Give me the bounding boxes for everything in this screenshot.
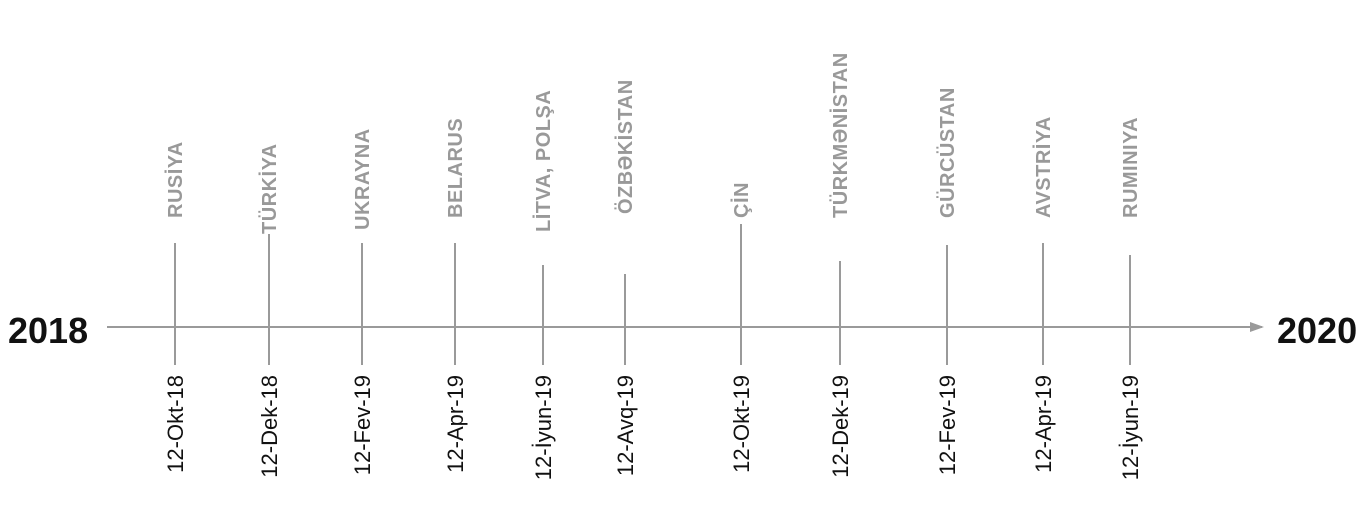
event-country-label: TÜRKİYA [258,143,281,234]
timeline-event: TÜRKİYA 12-Dek-18 [257,143,282,477]
timeline-event: ÖZBƏKİSTAN 12-Avq-19 [613,79,638,476]
event-date-label: 12-Okt-19 [729,375,754,473]
event-date-label: 12-Okt-18 [163,375,188,473]
event-country-label: ÇİN [730,182,753,218]
event-date-label: 12-İyun-19 [1118,375,1143,480]
event-country-label: GÜRCÜSTAN [936,87,959,218]
timeline-event: TÜRKMƏNİSTAN 12-Dek-19 [828,52,853,477]
event-date-label: 12-Avq-19 [613,375,638,476]
timeline-event: RUMINIYA 12-İyun-19 [1118,117,1143,480]
event-date-label: 12-Fev-19 [350,375,375,475]
event-date-label: 12-İyun-19 [531,375,556,480]
event-date-label: 12-Apr-19 [443,375,468,473]
timeline-event: RUSİYA 12-Okt-18 [163,141,188,473]
event-date-label: 12-Dek-19 [828,375,853,478]
event-country-label: LİTVA, POLŞA [532,90,555,232]
event-country-label: AVSTRİYA [1032,116,1055,218]
timeline-event: BELARUS 12-Apr-19 [443,118,468,473]
timeline-event: GÜRCÜSTAN 12-Fev-19 [935,87,960,475]
timeline-event: AVSTRİYA 12-Apr-19 [1031,116,1056,473]
event-date-label: 12-Apr-19 [1031,375,1056,473]
timeline-event: ÇİN 12-Okt-19 [729,182,754,473]
event-country-label: RUMINIYA [1120,117,1142,218]
timeline-event: UKRAYNA 12-Fev-19 [350,128,375,475]
event-country-label: TÜRKMƏNİSTAN [829,52,852,218]
event-country-label: UKRAYNA [352,128,374,230]
end-year-label: 2020 [1277,310,1357,351]
event-country-label: RUSİYA [164,141,187,218]
timeline-event: LİTVA, POLŞA 12-İyun-19 [531,90,556,481]
event-country-label: ÖZBƏKİSTAN [614,79,637,214]
event-country-label: BELARUS [445,118,467,218]
event-date-label: 12-Fev-19 [935,375,960,475]
timeline-events: RUSİYA 12-Okt-18 TÜRKİYA 12-Dek-18 UKRAYNA 12… [163,52,1143,480]
event-date-label: 12-Dek-18 [257,375,282,478]
start-year-label: 2018 [8,310,88,351]
